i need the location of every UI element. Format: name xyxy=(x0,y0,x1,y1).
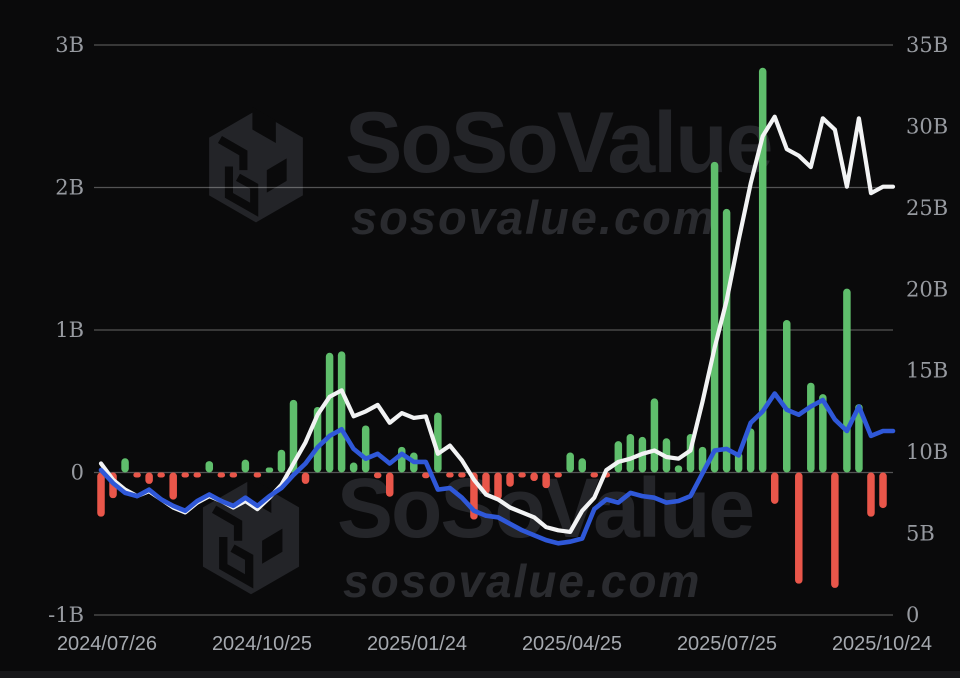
flow-bar[interactable] xyxy=(145,472,153,484)
flow-bar[interactable] xyxy=(843,288,851,473)
x-axis-tick: 2024/07/26 xyxy=(57,633,157,655)
right-axis-tick: 35B xyxy=(906,33,948,57)
bottom-edge xyxy=(0,671,960,678)
right-axis-tick: 10B xyxy=(906,440,948,464)
right-axis-tick: 30B xyxy=(906,114,948,138)
flow-bar[interactable] xyxy=(446,472,454,478)
flow-bar[interactable] xyxy=(373,472,382,479)
right-axis-tick: 25B xyxy=(906,196,948,220)
flow-bar[interactable] xyxy=(349,462,358,473)
flow-bar[interactable] xyxy=(385,472,394,497)
x-axis-tick: 2025/10/24 xyxy=(832,633,932,655)
flow-bar[interactable] xyxy=(518,472,526,478)
flow-bar[interactable] xyxy=(193,472,201,478)
flow-bar[interactable] xyxy=(566,452,574,473)
left-axis-tick: 2B xyxy=(55,176,84,200)
right-axis-tick: 5B xyxy=(906,522,935,546)
white-line xyxy=(98,114,896,534)
flow-bar[interactable] xyxy=(590,472,599,478)
flow-bar[interactable] xyxy=(530,472,538,482)
flow-bar[interactable] xyxy=(121,458,129,473)
flow-bar[interactable] xyxy=(253,472,262,478)
flow-bar[interactable] xyxy=(265,467,274,473)
x-axis-tick: 2024/10/25 xyxy=(212,633,312,655)
flow-bar[interactable] xyxy=(758,67,767,473)
flow-bar[interactable] xyxy=(710,161,719,473)
flow-bar[interactable] xyxy=(542,472,550,489)
flow-bar[interactable] xyxy=(217,472,226,478)
flow-bar[interactable] xyxy=(554,472,562,478)
flow-bar[interactable] xyxy=(807,382,815,473)
x-axis-tick: 2025/07/25 xyxy=(677,633,777,655)
flow-bar[interactable] xyxy=(482,472,490,494)
x-axis-tick: 2025/04/25 xyxy=(522,633,622,655)
flow-bar[interactable] xyxy=(97,472,105,517)
left-axis-tick: -1B xyxy=(48,603,84,627)
flow-bar[interactable] xyxy=(770,472,779,504)
flow-bar[interactable] xyxy=(506,472,514,487)
flow-bar[interactable] xyxy=(289,399,298,473)
right-axis-tick: 0 xyxy=(906,603,919,627)
flow-bar[interactable] xyxy=(831,472,839,588)
flow-bar[interactable] xyxy=(181,472,189,478)
flow-bar[interactable] xyxy=(422,472,430,479)
left-axis-tick: 0 xyxy=(71,461,84,485)
flow-bar[interactable] xyxy=(229,472,238,478)
flow-bar[interactable] xyxy=(325,352,334,473)
flow-bar[interactable] xyxy=(337,351,346,473)
flow-bar[interactable] xyxy=(205,461,214,473)
flow-bar[interactable] xyxy=(819,394,827,473)
flow-bar[interactable] xyxy=(879,472,887,509)
left-axis-tick: 1B xyxy=(55,318,84,342)
flow-bar[interactable] xyxy=(361,425,370,473)
flow-bar[interactable] xyxy=(650,398,659,473)
flow-bar[interactable] xyxy=(169,472,177,500)
flow-bar[interactable] xyxy=(398,446,406,473)
flow-bar[interactable] xyxy=(458,472,466,478)
left-axis-tick: 3B xyxy=(55,33,84,57)
flow-bar[interactable] xyxy=(157,472,165,478)
flow-bar[interactable] xyxy=(494,472,502,500)
flow-bar[interactable] xyxy=(301,472,310,484)
flow-bar[interactable] xyxy=(746,428,755,473)
flow-bar[interactable] xyxy=(578,458,586,473)
x-axis-tick: 2025/01/24 xyxy=(367,633,467,655)
flow-bar[interactable] xyxy=(434,412,442,473)
flow-bar[interactable] xyxy=(783,320,791,473)
flow-bar[interactable] xyxy=(734,452,743,473)
blue-line xyxy=(98,391,896,546)
flow-bar[interactable] xyxy=(241,459,250,473)
right-axis-tick: 20B xyxy=(906,277,948,301)
flow-bar[interactable] xyxy=(277,449,286,473)
flow-bar[interactable] xyxy=(795,472,803,584)
flow-bar[interactable] xyxy=(614,441,623,473)
flow-bar[interactable] xyxy=(867,472,875,517)
flow-bar[interactable] xyxy=(133,472,141,478)
right-axis-tick: 15B xyxy=(906,359,948,383)
flow-bar[interactable] xyxy=(674,465,683,473)
flow-bar[interactable] xyxy=(626,434,635,473)
flow-bar[interactable] xyxy=(722,208,731,473)
flow-bar[interactable] xyxy=(855,404,863,473)
